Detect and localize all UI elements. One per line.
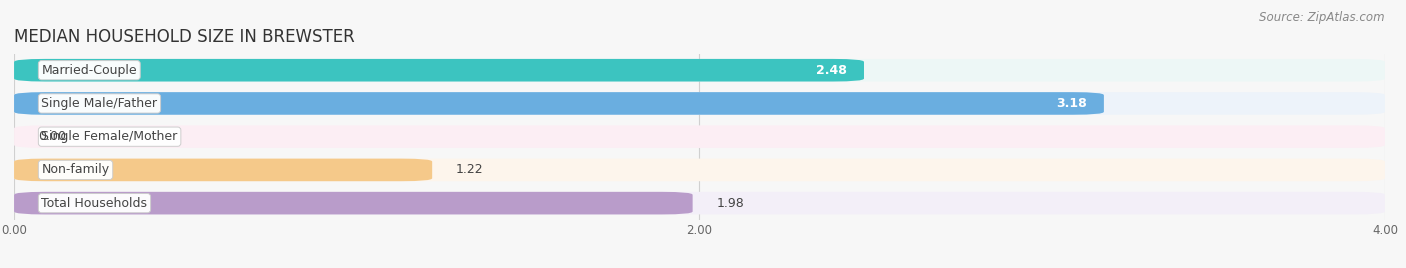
FancyBboxPatch shape	[14, 159, 1385, 181]
Text: Source: ZipAtlas.com: Source: ZipAtlas.com	[1260, 11, 1385, 24]
Text: MEDIAN HOUSEHOLD SIZE IN BREWSTER: MEDIAN HOUSEHOLD SIZE IN BREWSTER	[14, 28, 354, 46]
FancyBboxPatch shape	[14, 159, 432, 181]
Text: 2.48: 2.48	[815, 64, 846, 77]
Text: 1.22: 1.22	[456, 163, 484, 176]
FancyBboxPatch shape	[14, 192, 1385, 214]
Text: 1.98: 1.98	[717, 197, 744, 210]
FancyBboxPatch shape	[14, 125, 1385, 148]
Text: 0.00: 0.00	[38, 130, 66, 143]
Text: Total Households: Total Households	[42, 197, 148, 210]
FancyBboxPatch shape	[14, 92, 1104, 115]
Text: Single Male/Father: Single Male/Father	[42, 97, 157, 110]
Text: Single Female/Mother: Single Female/Mother	[42, 130, 177, 143]
FancyBboxPatch shape	[14, 59, 1385, 81]
Text: Married-Couple: Married-Couple	[42, 64, 138, 77]
Text: 3.18: 3.18	[1056, 97, 1087, 110]
FancyBboxPatch shape	[14, 192, 693, 214]
FancyBboxPatch shape	[14, 59, 863, 81]
Text: Non-family: Non-family	[42, 163, 110, 176]
FancyBboxPatch shape	[14, 92, 1385, 115]
